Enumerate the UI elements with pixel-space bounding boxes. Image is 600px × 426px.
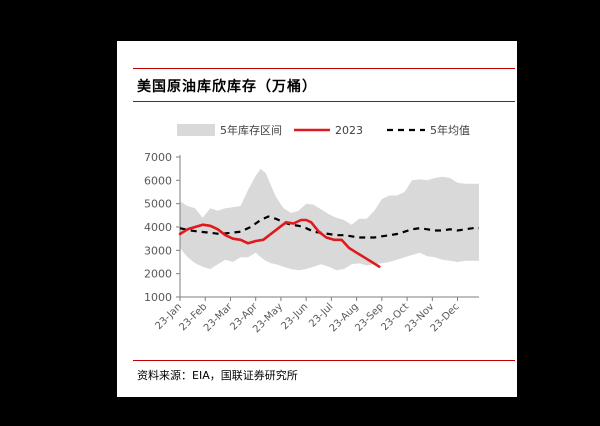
source-rule — [133, 360, 515, 361]
source-note: 资料来源：EIA，国联证券研究所 — [137, 369, 298, 382]
series-range-band — [180, 168, 479, 271]
y-tick-label: 2000 — [144, 268, 172, 281]
top-rule — [133, 68, 515, 69]
y-tick-label: 3000 — [144, 244, 172, 257]
legend-swatch-range — [177, 124, 215, 136]
chart-panel: 美国原油库欣库存（万桶） 1000 2000 3000 4000 5000 6000 700… — [117, 41, 517, 397]
y-tick-label: 6000 — [144, 174, 172, 187]
x-tick-label: 23-Sep — [353, 301, 386, 334]
legend-label-2023: 2023 — [335, 124, 363, 137]
chart-title: 美国原油库欣库存（万桶） — [137, 79, 317, 95]
x-tick-label: 23-Mar — [202, 301, 235, 334]
line-chart: 100020003000400050006000700023-Jan23-Feb… — [144, 123, 479, 335]
x-tick-label: 23-Jun — [280, 301, 311, 332]
y-tick-label: 5000 — [144, 198, 172, 211]
legend-label-average: 5年均值 — [430, 123, 470, 137]
series-5yr-average-line — [179, 215, 479, 239]
legend-label-range: 5年库存区间 — [220, 123, 282, 137]
title-rule — [133, 101, 515, 102]
y-tick-label: 7000 — [144, 151, 172, 164]
series-2023-line — [178, 218, 381, 268]
y-tick-label: 4000 — [144, 221, 172, 234]
y-tick-label: 1000 — [144, 291, 172, 304]
